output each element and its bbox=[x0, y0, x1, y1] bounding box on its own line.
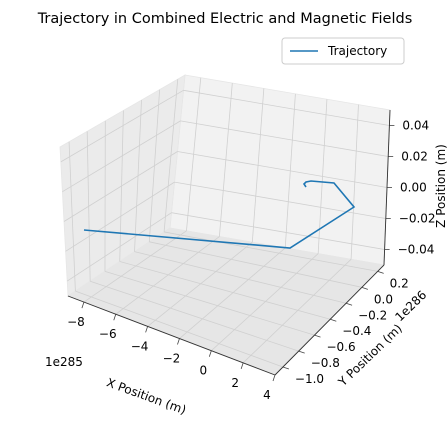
z-gridline bbox=[62, 120, 181, 193]
y-gridline bbox=[164, 231, 378, 272]
z-axis-line bbox=[383, 109, 391, 266]
x-offset-text: 1e285 bbox=[45, 355, 83, 369]
x-gridline bbox=[83, 230, 187, 303]
y-tick-label: −0.4 bbox=[342, 324, 371, 338]
y-tick-mark bbox=[330, 318, 337, 322]
legend-label: Trajectory bbox=[327, 44, 387, 58]
z-gridline bbox=[171, 212, 385, 250]
z-gridline bbox=[177, 151, 388, 188]
y-tick-mark bbox=[361, 286, 369, 290]
z-gridline bbox=[66, 212, 172, 282]
z-axis-label: Z Position (m) bbox=[434, 144, 448, 228]
z-tick-label: −0.04 bbox=[398, 243, 435, 257]
y-tick-mark bbox=[282, 366, 290, 370]
y-gridline bbox=[134, 251, 347, 304]
y-gridline bbox=[104, 270, 315, 336]
x-gridline bbox=[179, 247, 286, 339]
x-tick-mark bbox=[113, 314, 117, 321]
axes bbox=[67, 109, 395, 382]
x-tick-label: −2 bbox=[163, 352, 181, 366]
z-gridline bbox=[174, 181, 386, 219]
tick-labels: −8 −6 −4 −2 0 2 4 −1.0 −0.8 −0.6 −0.4 −0.2 0.0 0.2 −0.… bbox=[67, 119, 436, 403]
y-tick-label: 0.2 bbox=[390, 276, 409, 290]
z-gridline bbox=[180, 120, 389, 157]
x-tick-mark bbox=[208, 350, 212, 357]
z-gridline bbox=[60, 89, 184, 163]
z-gridline bbox=[65, 181, 175, 252]
x-tick-mark bbox=[81, 301, 85, 309]
x-tick-mark bbox=[240, 362, 244, 369]
x-tick-mark bbox=[272, 374, 276, 382]
z-tick-label: −0.02 bbox=[399, 212, 436, 226]
x-axis-label: X Position (m) bbox=[105, 375, 188, 417]
y-tick-label: −1.0 bbox=[295, 372, 324, 386]
y-tick-label: 0.0 bbox=[374, 292, 393, 306]
legend-box bbox=[281, 37, 405, 65]
x-tick-label: 0 bbox=[199, 364, 207, 378]
x-gridline bbox=[115, 236, 220, 315]
z-tick-label: 0.04 bbox=[402, 119, 429, 133]
y-tick-label: −0.2 bbox=[358, 308, 387, 322]
z-tick-label: 0.02 bbox=[401, 150, 428, 164]
y-gridline bbox=[75, 290, 284, 368]
x-axis-line bbox=[67, 295, 276, 376]
y-gridline bbox=[149, 241, 362, 288]
x-tick-label: −8 bbox=[67, 315, 85, 329]
x-tick-label: −4 bbox=[131, 339, 149, 353]
legend: Trajectory bbox=[281, 37, 405, 65]
z-gridline bbox=[63, 151, 178, 222]
y-tick-mark bbox=[298, 350, 305, 354]
y-gridline bbox=[90, 280, 299, 352]
x-tick-mark bbox=[145, 326, 148, 333]
x-tick-label: 4 bbox=[263, 388, 271, 402]
y-tick-label: −0.8 bbox=[311, 356, 340, 370]
x-tick-label: 2 bbox=[231, 376, 239, 390]
chart-title: Trajectory in Combined Electric and Magn… bbox=[37, 11, 413, 27]
y-tick-mark bbox=[377, 270, 384, 274]
y-tick-mark bbox=[345, 302, 353, 306]
z-tick-label: 0.00 bbox=[400, 181, 427, 195]
y-tick-mark bbox=[314, 334, 321, 338]
z-gridline bbox=[183, 89, 390, 126]
x-gridline bbox=[211, 253, 319, 351]
trajectory-line bbox=[83, 180, 356, 249]
x-tick-label: −6 bbox=[99, 327, 117, 341]
grid bbox=[60, 77, 391, 376]
x-gridline bbox=[147, 241, 253, 327]
y-offset-text: 1e286 bbox=[392, 288, 429, 324]
y-tick-label: −0.6 bbox=[326, 340, 355, 354]
y-axis-line bbox=[274, 264, 385, 376]
x-gridline bbox=[242, 259, 352, 364]
x-tick-mark bbox=[177, 338, 180, 345]
y-gridline bbox=[119, 261, 331, 320]
